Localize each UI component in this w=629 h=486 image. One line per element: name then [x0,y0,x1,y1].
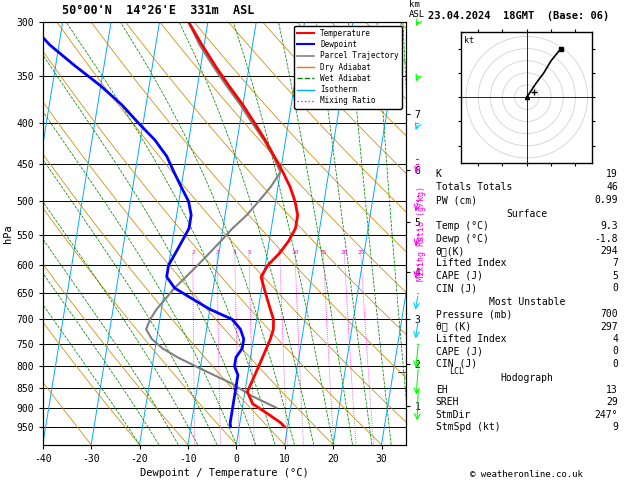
Text: km
ASL: km ASL [409,0,425,19]
Text: CIN (J): CIN (J) [436,359,477,369]
Text: Most Unstable: Most Unstable [489,297,565,307]
Text: -1.8: -1.8 [594,234,618,244]
Text: CAPE (J): CAPE (J) [436,271,482,281]
Text: Temp (°C): Temp (°C) [436,222,489,231]
Text: θᴄ (K): θᴄ (K) [436,322,471,331]
Y-axis label: hPa: hPa [3,224,13,243]
Text: 46: 46 [606,182,618,192]
Text: Dewp (°C): Dewp (°C) [436,234,489,244]
Text: Lifted Index: Lifted Index [436,259,506,268]
Text: 9: 9 [612,422,618,432]
Text: 8: 8 [278,250,282,255]
Text: CIN (J): CIN (J) [436,283,477,293]
Text: EH: EH [436,385,447,395]
Text: Mixing Ratio (g/kg): Mixing Ratio (g/kg) [417,186,426,281]
Text: 297: 297 [600,322,618,331]
Text: 10: 10 [291,250,299,255]
X-axis label: Dewpoint / Temperature (°C): Dewpoint / Temperature (°C) [140,468,309,478]
Text: K: K [436,169,442,179]
Text: 15: 15 [320,250,327,255]
Text: StmSpd (kt): StmSpd (kt) [436,422,500,432]
Text: Totals Totals: Totals Totals [436,182,512,192]
Text: 0: 0 [612,283,618,293]
Text: StmDir: StmDir [436,410,471,420]
Text: Surface: Surface [506,209,547,219]
Legend: Temperature, Dewpoint, Parcel Trajectory, Dry Adiabat, Wet Adiabat, Isotherm, Mi: Temperature, Dewpoint, Parcel Trajectory… [294,26,402,108]
Text: PW (cm): PW (cm) [436,195,477,205]
Text: 4: 4 [233,250,237,255]
Text: 7: 7 [612,259,618,268]
Text: LCL: LCL [449,367,464,376]
Text: 5: 5 [247,250,251,255]
Text: © weatheronline.co.uk: © weatheronline.co.uk [470,469,583,479]
Text: Lifted Index: Lifted Index [436,334,506,344]
Text: 19: 19 [606,169,618,179]
Text: 0: 0 [612,359,618,369]
Text: 5: 5 [612,271,618,281]
Text: 294: 294 [600,246,618,256]
Text: kt: kt [464,35,474,45]
Text: 3: 3 [215,250,219,255]
Text: 2: 2 [191,250,195,255]
Text: 13: 13 [606,385,618,395]
Text: 23.04.2024  18GMT  (Base: 06): 23.04.2024 18GMT (Base: 06) [428,11,609,21]
Text: 700: 700 [600,309,618,319]
Text: CAPE (J): CAPE (J) [436,347,482,356]
Text: SREH: SREH [436,397,459,407]
Text: 4: 4 [612,334,618,344]
Text: 9.3: 9.3 [600,222,618,231]
Text: 0.99: 0.99 [594,195,618,205]
Text: 0: 0 [612,347,618,356]
Text: 247°: 247° [594,410,618,420]
Text: 20: 20 [340,250,348,255]
Text: Hodograph: Hodograph [500,372,554,382]
Text: 50°00'N  14°26'E  331m  ASL: 50°00'N 14°26'E 331m ASL [62,4,254,17]
Text: θᴄ(K): θᴄ(K) [436,246,465,256]
Text: Pressure (mb): Pressure (mb) [436,309,512,319]
Text: 29: 29 [606,397,618,407]
Text: 25: 25 [357,250,365,255]
